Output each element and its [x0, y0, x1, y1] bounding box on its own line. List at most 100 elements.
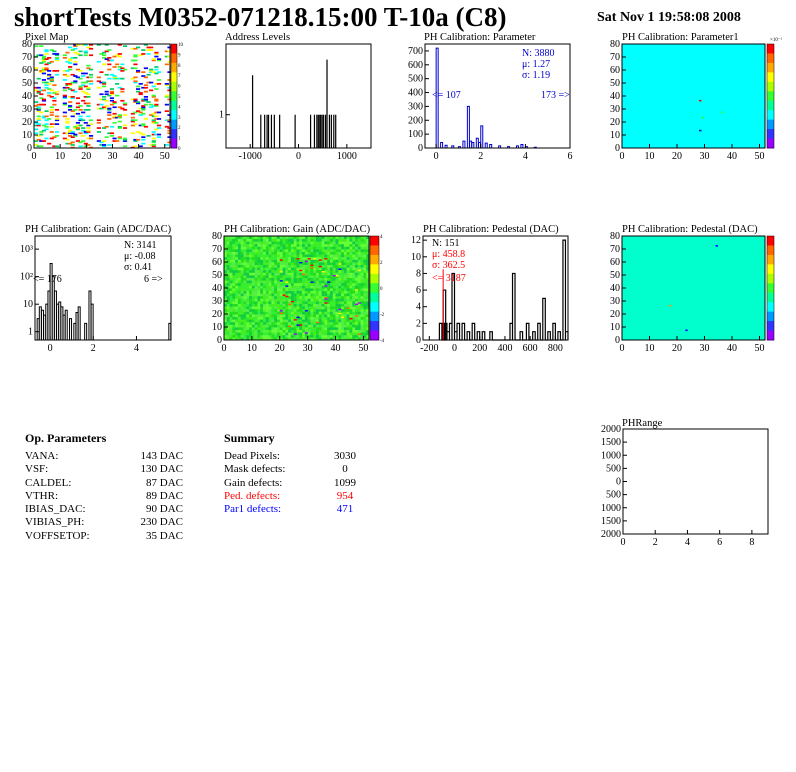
gain-map-cell — [341, 301, 345, 304]
gain-map-cell — [366, 306, 370, 310]
y-tick-label: 20 — [610, 117, 620, 128]
gain-map-cell — [318, 337, 322, 341]
gain-map-cell — [251, 251, 256, 255]
gain-map-cell — [299, 267, 303, 271]
gain-map-cell — [235, 332, 239, 336]
gain-map-cell — [274, 316, 278, 320]
gain-map-cell — [327, 288, 331, 291]
gain-map-cell — [271, 275, 275, 278]
gain-map-hot-cell — [296, 258, 300, 260]
pixel-map-palette-swatch — [171, 138, 177, 149]
pixel-map-palette-swatch — [171, 62, 177, 73]
gain-map-cell — [263, 319, 267, 323]
gain-map-cell — [332, 324, 336, 328]
gain-map-cell — [313, 319, 317, 323]
gain-map-cell — [276, 288, 281, 291]
gain-map-cell — [263, 246, 267, 250]
y-tick-label: 8 — [416, 268, 421, 279]
gain-map-cell — [254, 329, 258, 333]
gain-map-cell — [321, 306, 325, 310]
pixel-cell — [151, 115, 156, 118]
gain-map-cell — [240, 337, 244, 341]
gain-map-cell — [327, 285, 331, 289]
pixel-cell — [65, 132, 70, 135]
pixel-cell — [39, 62, 44, 64]
gain-map-cell — [329, 301, 334, 304]
gain-map-cell — [302, 306, 306, 310]
gain-map-cell — [296, 264, 300, 268]
gain-map-cell — [302, 298, 306, 302]
gain-map-cell — [260, 269, 264, 273]
gain-map-cell — [265, 275, 270, 278]
pixel-cell — [39, 133, 44, 136]
gain-map-cell — [290, 249, 295, 252]
gain-map-cell — [304, 324, 309, 328]
gain-map-cell — [285, 277, 289, 281]
x-tick-label: 0 — [48, 343, 53, 354]
gain-map-cell — [251, 288, 256, 291]
gain-map-cell — [235, 238, 239, 242]
ped-hist-frame — [422, 235, 569, 341]
pixel-cell — [154, 55, 159, 58]
gain-map-cell — [321, 311, 325, 315]
gain-map-cell — [338, 238, 342, 242]
gain-map-cell — [310, 303, 314, 307]
pixel-map-palette-label: 2 — [178, 126, 181, 131]
gain-map-cell — [343, 280, 348, 284]
gain-map-hot-cell — [324, 285, 328, 287]
gain-map-cell — [229, 334, 233, 338]
gain-map-cell — [240, 327, 244, 330]
pixel-cell — [41, 60, 47, 63]
gain-map-cell — [338, 334, 342, 338]
gain-map-cell — [263, 316, 267, 320]
gain-map-cell — [285, 243, 289, 247]
gain-map-cell — [235, 262, 239, 265]
gain-map-cell — [288, 308, 292, 312]
gain-map-cell — [240, 329, 244, 333]
gain-map-cell — [338, 246, 342, 250]
gain-map-cell — [249, 251, 253, 255]
y-tick-label: 2000 — [601, 529, 621, 540]
gain-map-cell — [285, 282, 289, 286]
gain-map-cell — [226, 327, 230, 330]
gain-map-cell — [288, 254, 292, 258]
gain-map-cell — [366, 241, 370, 245]
pixel-cell — [62, 132, 67, 135]
gain-map-cell — [316, 272, 320, 276]
gain-map-cell — [324, 311, 328, 315]
gain-map-cell — [265, 295, 270, 299]
gain-map-cell — [321, 277, 325, 281]
gain-map-cell — [343, 314, 348, 317]
gain-map-cell — [279, 262, 283, 265]
pixel-cell — [96, 60, 101, 63]
pixel-cell — [167, 50, 172, 53]
gain-map-cell — [335, 264, 339, 268]
pixel-cell — [167, 136, 172, 138]
gain-map-cell — [360, 319, 364, 323]
summary-heading: Summary — [224, 431, 275, 445]
gain-map-cell — [321, 238, 325, 242]
gain-map-cell — [263, 241, 267, 245]
gain-map-cell — [299, 298, 303, 302]
gain-map-cell — [263, 264, 267, 268]
gain-map-cell — [324, 259, 328, 263]
gain-map-cell — [263, 288, 267, 291]
gain-map-cell — [349, 236, 353, 239]
pixel-cell — [62, 70, 67, 72]
gain-map-cell — [274, 238, 278, 242]
gain-map-cell — [243, 264, 247, 268]
x-tick-label: 40 — [727, 343, 737, 354]
gain-map-cell — [232, 275, 236, 278]
gain-map-cell — [357, 337, 362, 341]
gain-map-cell — [288, 301, 292, 304]
gain-map-cell — [321, 243, 325, 247]
op-param-label: VTHR: — [25, 489, 58, 502]
gain-map-cell — [237, 319, 242, 323]
gain-map-cell — [363, 262, 367, 265]
gain-map-cell — [249, 285, 253, 289]
gain-map-cell — [279, 301, 283, 304]
pixel-cell — [99, 141, 104, 144]
gain-map-cell — [329, 308, 334, 312]
gain-map-hot-cell — [299, 262, 303, 264]
gain-map-hot-cell — [299, 324, 303, 326]
